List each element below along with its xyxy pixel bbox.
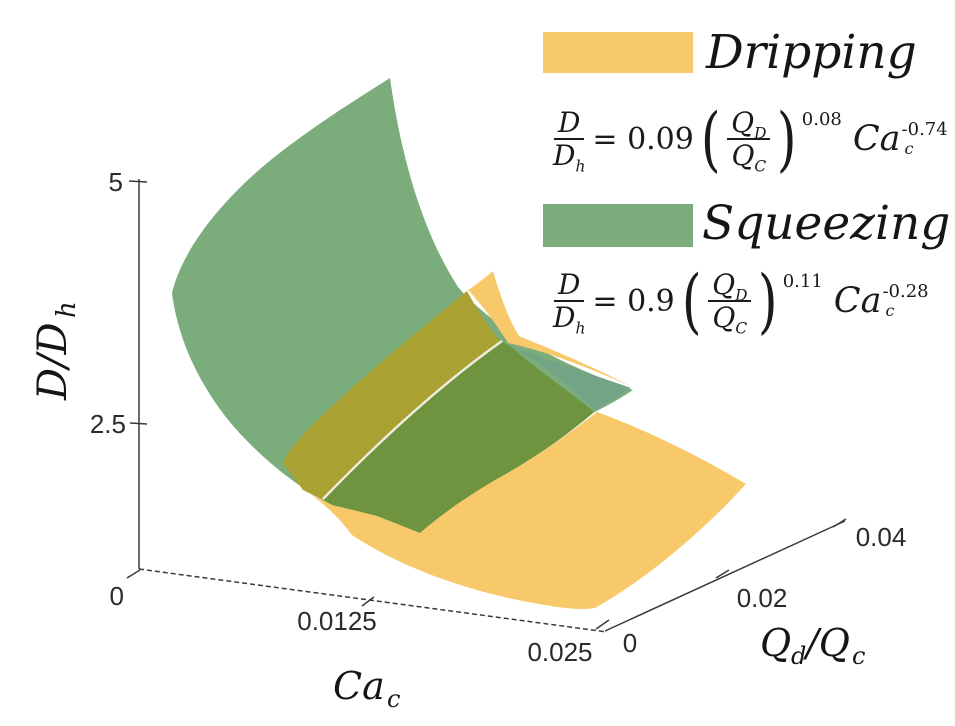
capillary-term: Ca -0.28 c	[833, 281, 929, 321]
q-tick-0: 0	[623, 628, 637, 658]
ca-tick-025: 0.025	[527, 637, 592, 667]
overlap-band-squeezing-over-dripping	[323, 341, 594, 533]
axes-lines	[126, 179, 847, 633]
z-tick-0: 0	[110, 581, 124, 611]
q-axis-line	[604, 520, 846, 632]
z-axis-label: D/D h	[30, 301, 82, 401]
dripping-surface-top-corner	[468, 271, 630, 386]
d-over-dh-fraction: D Dh	[553, 267, 586, 338]
close-paren: )	[777, 98, 797, 180]
q-tick-004: 0.04	[856, 522, 907, 552]
qd-over-qc-fraction: QD QC	[727, 106, 771, 174]
flow-ratio-exponent: 0.11	[782, 271, 823, 292]
close-paren: )	[758, 260, 778, 342]
squeezing-legend-swatch	[543, 204, 693, 247]
q-tick-mark-002	[715, 569, 730, 579]
origin-tick-mark	[126, 569, 141, 579]
ca-tick-0125: 0.0125	[297, 606, 377, 636]
overlap-band-dripping-over-squeezing	[283, 291, 500, 500]
q-tick-002: 0.02	[737, 583, 788, 613]
flow-ratio-exponent: 0.08	[801, 109, 842, 130]
svg-text:Ca: Ca	[333, 664, 385, 708]
ca-axis-line	[138, 568, 608, 633]
svg-text:c: c	[387, 685, 400, 713]
ca-axis-label: Ca c	[333, 664, 400, 713]
open-paren: (	[681, 260, 702, 342]
equals-coefficient: = 0.09	[592, 121, 694, 157]
q-tick-mark-004	[832, 518, 847, 528]
svg-text:h: h	[52, 301, 82, 318]
svg-text:d: d	[791, 642, 806, 670]
svg-text:Q: Q	[760, 621, 791, 665]
z-tick-mark-5	[128, 180, 148, 183]
z-tick-2-5: 2.5	[90, 409, 126, 439]
z-tick-mark-2-5	[129, 422, 148, 425]
squeezing-surface-edge-tip	[512, 347, 631, 410]
squeezing-equation: D Dh = 0.9 ( QD QC ) 0.11 Ca -0.28 c	[553, 261, 929, 341]
surface-intersection-line	[322, 340, 503, 500]
open-paren: (	[700, 98, 721, 180]
capillary-term: Ca -0.74 c	[852, 119, 948, 159]
dripping-surface	[303, 412, 746, 609]
ca-tick-mark-0125	[361, 596, 375, 607]
svg-text:D/D: D/D	[30, 322, 76, 401]
q-axis-label: Q d /Q c	[760, 621, 865, 670]
z-tick-5: 5	[109, 167, 123, 197]
ca-tick-mark-025	[595, 619, 610, 630]
squeezing-legend-label: Squeezing	[702, 196, 951, 251]
equals-coefficient: = 0.9	[592, 283, 675, 319]
svg-text:c: c	[852, 642, 865, 670]
dripping-legend-label: Dripping	[706, 25, 917, 80]
qd-over-qc-fraction: QD QC	[708, 268, 752, 336]
dripping-equation: D Dh = 0.09 ( QD QC ) 0.08 Ca -0.74 c	[553, 99, 948, 179]
dripping-legend-swatch	[543, 32, 693, 73]
svg-text:/Q: /Q	[802, 621, 850, 665]
d-over-dh-fraction: D Dh	[553, 105, 586, 176]
